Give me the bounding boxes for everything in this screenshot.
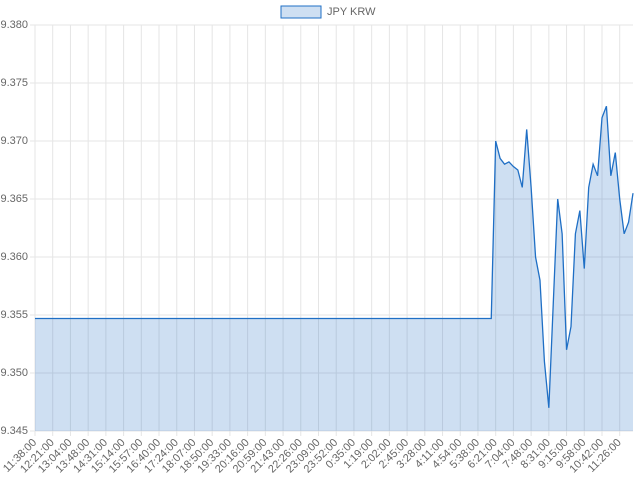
- y-tick-label: 9.370: [0, 135, 28, 147]
- legend-label: JPY KRW: [327, 6, 376, 18]
- y-tick-label: 9.375: [0, 77, 28, 89]
- y-tick-label: 9.380: [0, 19, 28, 31]
- line: [35, 105, 634, 408]
- y-tick-label: 9.355: [0, 309, 28, 321]
- y-tick-label: 9.365: [0, 193, 28, 205]
- area-fill: [35, 106, 633, 431]
- y-tick-label: 9.345: [0, 425, 28, 437]
- y-tick-label: 9.360: [0, 251, 28, 263]
- legend-swatch: [280, 5, 322, 19]
- y-tick-label: 9.350: [0, 367, 28, 379]
